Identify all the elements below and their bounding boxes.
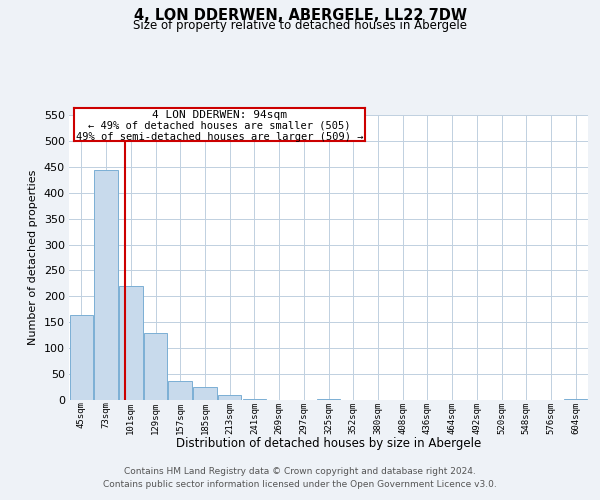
Text: Distribution of detached houses by size in Abergele: Distribution of detached houses by size …	[176, 438, 481, 450]
Bar	[193, 386, 217, 400]
Text: 4 LON DDERWEN: 94sqm: 4 LON DDERWEN: 94sqm	[152, 110, 287, 120]
Text: ← 49% of detached houses are smaller (505): ← 49% of detached houses are smaller (50…	[88, 121, 351, 131]
Bar	[144, 332, 167, 400]
Text: 4, LON DDERWEN, ABERGELE, LL22 7DW: 4, LON DDERWEN, ABERGELE, LL22 7DW	[133, 8, 467, 22]
Bar	[169, 381, 192, 400]
Bar	[119, 286, 143, 400]
Bar	[218, 396, 241, 400]
Text: Contains HM Land Registry data © Crown copyright and database right 2024.
Contai: Contains HM Land Registry data © Crown c…	[103, 467, 497, 489]
Bar	[564, 399, 587, 400]
Y-axis label: Number of detached properties: Number of detached properties	[28, 170, 38, 345]
Text: 49% of semi-detached houses are larger (509) →: 49% of semi-detached houses are larger (…	[76, 132, 363, 142]
Bar	[242, 399, 266, 400]
Bar	[94, 170, 118, 400]
Bar	[70, 314, 93, 400]
Text: Size of property relative to detached houses in Abergele: Size of property relative to detached ho…	[133, 20, 467, 32]
